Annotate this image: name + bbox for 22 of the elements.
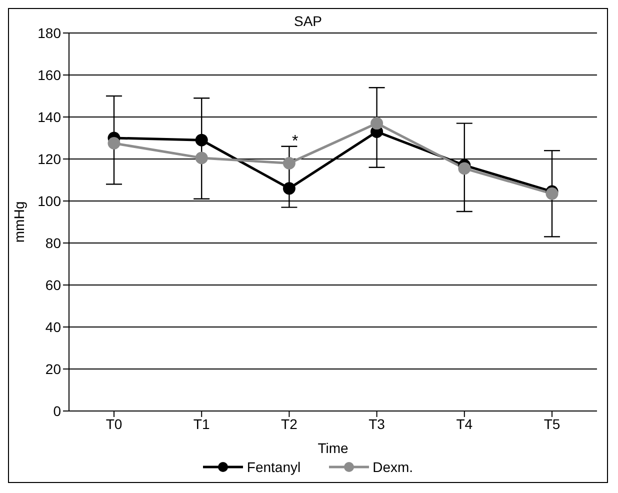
x-tick-label: T3	[368, 416, 386, 432]
chart-title: SAP	[294, 13, 322, 29]
annotation: *	[292, 133, 298, 151]
x-tick-label: T4	[456, 416, 473, 432]
legend-label: Fentanyl	[246, 459, 301, 475]
y-tick-label: 100	[38, 192, 62, 209]
y-tick-label: 80	[45, 234, 62, 251]
y-tick-label: 0	[53, 402, 62, 419]
y-tick-label: 140	[38, 108, 62, 125]
x-tick-label: T1	[193, 416, 210, 432]
y-tick-label: 160	[38, 66, 62, 83]
y-tick-label: 60	[45, 276, 62, 293]
x-tick-label: T2	[281, 416, 298, 432]
y-axis-title: mmHg	[10, 201, 27, 243]
x-axis-title: Time	[318, 440, 349, 456]
y-tick-label: 180	[38, 24, 62, 41]
y-tick-label: 120	[38, 150, 62, 167]
legend-label: Dexm.	[372, 459, 414, 475]
x-tick-label: T0	[106, 416, 122, 432]
y-tick-label: 40	[45, 318, 62, 335]
y-tick-label: 20	[45, 360, 62, 377]
x-tick-label: T5	[544, 416, 560, 432]
